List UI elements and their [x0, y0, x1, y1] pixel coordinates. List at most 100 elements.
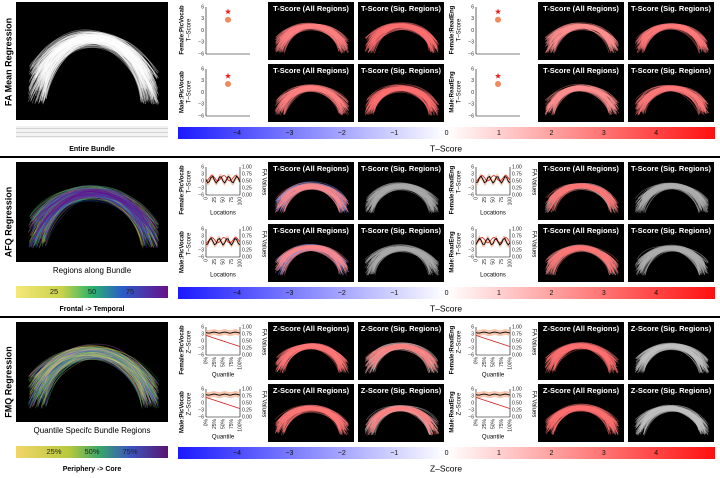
y-tick-label: 0 [471, 338, 474, 344]
scale-tick: −4 [233, 290, 241, 297]
brain-tile: Z-Score (Sig. Regions) [358, 322, 444, 380]
scale-tick: −2 [338, 290, 346, 297]
y-tick-label: 6 [471, 164, 474, 170]
y-tick-label: −3 [198, 247, 204, 253]
brain-tile: T-Score (All Regions) [268, 2, 354, 60]
y2-tick-label: 0.75 [512, 331, 522, 337]
scale-tick: 0 [445, 450, 449, 457]
x-tick-label: 25 [482, 197, 488, 203]
plot-label: Female:PicVocab [180, 165, 186, 215]
scale-label: T–Score [430, 143, 462, 153]
x-tick-label: 25% [212, 356, 218, 367]
tile-title: Z-Score (All Regions) [543, 324, 620, 333]
scale-tick: 4 [654, 130, 658, 137]
scale-tick: 2 [549, 290, 553, 297]
y2-axis-label: FA Values [260, 169, 266, 196]
plot-label: Male:PicVocab [180, 231, 186, 273]
y-tick-label: 6 [201, 226, 204, 232]
significance-star [495, 9, 501, 15]
x-axis-label: Locations [210, 211, 236, 217]
y2-tick-label: 0.00 [512, 414, 522, 420]
plot-panel: Female:ReadEngZ–Score630−3−60.000.250.50… [450, 324, 537, 378]
plot-panel: Female:PicVocabT–Score630−3−6 [180, 4, 250, 57]
y2-tick-label: 0.25 [512, 185, 522, 191]
y2-axis-label: FA Values [260, 231, 266, 258]
y-tick-label: 0 [471, 90, 474, 96]
y-tick-label: 3 [471, 78, 474, 84]
tile-title: Z-Score (Sig. Regions) [361, 386, 442, 395]
y-axis-label: T–Score [457, 80, 463, 103]
plot-label: Female:PicVocab [180, 5, 186, 55]
y2-axis-label: FA Values [530, 231, 536, 258]
fa-curve [206, 397, 240, 408]
y-axis-label: Z–Score [457, 330, 463, 353]
x-axis-label: Locations [480, 211, 506, 217]
x-tick-label: 25% [212, 418, 218, 429]
y2-tick-label: 0.25 [242, 345, 252, 351]
y-tick-label: −3 [198, 407, 204, 413]
brain-tile: Z-Score (All Regions) [538, 384, 624, 442]
y-tick-label: −6 [468, 113, 474, 119]
side-colorbar-tick: 50% [84, 447, 99, 456]
y-tick-label: 3 [201, 171, 204, 177]
scale-tick: −2 [338, 450, 346, 457]
tile-title: T-Score (Sig. Regions) [361, 164, 442, 173]
y-tick-label: 0 [201, 240, 204, 246]
scale-label: T–Score [430, 303, 462, 313]
plot-label: Female:ReadEng [450, 165, 456, 214]
x-tick-label: 100 [507, 197, 513, 206]
y-tick-label: 3 [201, 393, 204, 399]
y-axis-label: Z–Score [187, 392, 193, 415]
y-tick-label: 3 [471, 233, 474, 239]
y-tick-label: 6 [201, 66, 204, 72]
significance-star [495, 73, 501, 79]
y2-tick-label: 0.75 [512, 233, 522, 239]
y2-tick-label: 0.75 [512, 393, 522, 399]
row-title: AFQ Regression [3, 187, 13, 258]
plot-panel: Female:PicVocabZ–Score630−3−60.000.250.5… [180, 324, 267, 378]
x-tick-label: 25% [482, 356, 488, 367]
x-tick-label: 75% [499, 356, 505, 367]
plot-label: Male:PicVocab [180, 71, 186, 113]
row: AFQ RegressionRegions along Bundle255075… [0, 157, 720, 313]
x-tick-label: 0 [203, 259, 209, 262]
y2-tick-label: 1.00 [512, 386, 522, 392]
y2-tick-label: 0.00 [242, 192, 252, 198]
image-caption: Quantile Specifc Bundle Regions [34, 426, 151, 435]
y-tick-label: 6 [201, 164, 204, 170]
brain-tile: T-Score (All Regions) [268, 162, 354, 220]
tile-title: T-Score (All Regions) [273, 4, 349, 13]
row: FMQ RegressionQuantile Specifc Bundle Re… [0, 317, 720, 473]
tile-title: T-Score (All Regions) [543, 226, 619, 235]
x-tick-label: 100 [507, 259, 513, 268]
y2-tick-label: 0.50 [512, 338, 522, 344]
y-tick-label: 3 [201, 78, 204, 84]
x-tick-label: 50% [490, 418, 496, 429]
x-tick-label: 0% [473, 356, 479, 364]
y-axis-label: T–Score [187, 18, 193, 41]
y-tick-label: 6 [201, 386, 204, 392]
y2-tick-label: 0.25 [512, 407, 522, 413]
scale-tick: −4 [233, 450, 241, 457]
plot-label: Female:ReadEng [450, 325, 456, 374]
x-tick-label: 75% [499, 418, 505, 429]
y-tick-label: 3 [471, 331, 474, 337]
x-tick-label: 75 [229, 197, 235, 203]
tile-title: T-Score (All Regions) [273, 164, 349, 173]
scale-tick: 3 [602, 290, 606, 297]
brain-tile: Z-Score (Sig. Regions) [628, 384, 714, 442]
tile-title: T-Score (All Regions) [543, 164, 619, 173]
scale-tick: −1 [390, 130, 398, 137]
tile-title: T-Score (Sig. Regions) [631, 66, 712, 75]
brain-tile: T-Score (Sig. Regions) [358, 2, 444, 60]
x-tick-label: 50 [220, 259, 226, 265]
scale-tick: 3 [602, 130, 606, 137]
scale-tick: −1 [390, 450, 398, 457]
y-tick-label: 0 [201, 178, 204, 184]
scale-tick: −4 [233, 130, 241, 137]
x-tick-label: 0% [203, 356, 209, 364]
x-tick-label: 75% [229, 356, 235, 367]
plot-panel: Male:PicVocabT–Score630−3−60.000.250.500… [180, 226, 267, 278]
row-title: FA Mean Regression [3, 18, 13, 106]
